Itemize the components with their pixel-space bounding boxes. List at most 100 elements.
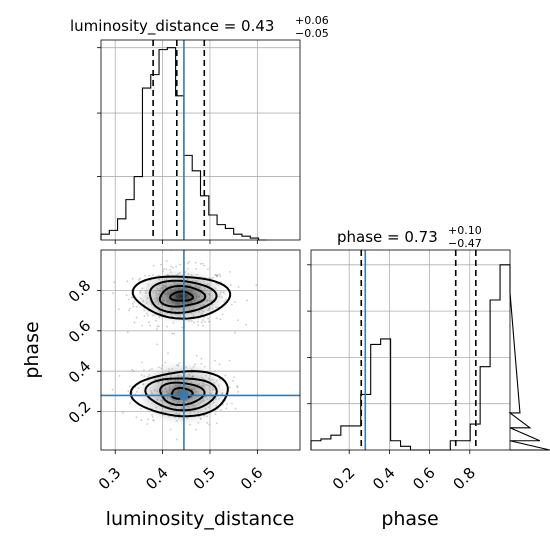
- sample-point: [121, 411, 124, 414]
- sample-point: [125, 294, 128, 297]
- sample-point: [221, 313, 224, 316]
- luminosity-distance-title-plus: +0.06: [295, 14, 329, 27]
- y-tick-label: 0.2: [65, 398, 95, 428]
- sample-point: [131, 368, 134, 371]
- sample-point: [202, 324, 204, 327]
- sample-point: [143, 369, 145, 371]
- sample-point: [156, 325, 159, 328]
- y-tick-label: 0.4: [65, 357, 95, 387]
- sample-point: [141, 361, 143, 364]
- sample-point: [181, 326, 184, 329]
- sample-point: [135, 316, 138, 319]
- sample-point: [207, 268, 209, 271]
- sample-point: [128, 309, 130, 312]
- sample-point: [127, 298, 130, 301]
- sample-point: [236, 385, 238, 388]
- phase-title-plus: +0.10: [448, 224, 482, 237]
- sample-point: [237, 286, 240, 288]
- sample-point: [187, 262, 189, 265]
- sample-point: [188, 260, 190, 263]
- sample-point: [237, 319, 239, 322]
- sample-point: [113, 281, 115, 284]
- sample-point: [208, 423, 211, 426]
- sample-point: [112, 292, 114, 294]
- sample-point: [167, 352, 169, 355]
- contour-line: [131, 275, 232, 320]
- sample-point: [224, 374, 227, 377]
- sample-point: [148, 321, 150, 324]
- sample-point: [234, 407, 237, 410]
- y-tick-label: 0.6: [65, 317, 95, 347]
- sample-point: [132, 370, 135, 372]
- sample-point: [233, 376, 236, 379]
- sample-point: [236, 386, 239, 389]
- x-tick-label: 0.6: [409, 464, 439, 494]
- sample-point: [166, 325, 169, 328]
- sample-point: [135, 416, 138, 419]
- sample-point: [156, 343, 159, 346]
- sample-point: [131, 277, 134, 280]
- y-tick-label: 0.8: [65, 276, 95, 306]
- x-axis-label-phase: phase: [381, 508, 438, 530]
- sample-point: [203, 264, 205, 267]
- x-tick-label: 0.4: [369, 464, 399, 494]
- joint-samples: [111, 250, 258, 441]
- sample-point: [229, 270, 231, 273]
- sample-point: [201, 262, 204, 265]
- sample-point: [218, 363, 221, 366]
- sample-point: [138, 278, 140, 281]
- x-tick-label: 0.2: [329, 464, 359, 494]
- sample-point: [129, 402, 132, 405]
- luminosity-distance-histogram: [97, 39, 301, 244]
- sample-point: [126, 280, 129, 283]
- sample-point: [230, 283, 232, 286]
- sample-point: [195, 354, 198, 357]
- sample-point: [141, 324, 144, 327]
- sample-point: [176, 438, 178, 441]
- sample-point: [194, 261, 197, 264]
- sample-point: [197, 324, 200, 326]
- sample-point: [228, 359, 231, 362]
- x-tick-label: 0.3: [95, 464, 125, 494]
- sample-point: [231, 402, 233, 405]
- y-axis-label-phase: phase: [21, 321, 43, 378]
- sample-point: [219, 275, 222, 278]
- sample-point: [169, 428, 172, 431]
- contour-line: [148, 279, 218, 314]
- contour-line: [158, 285, 207, 308]
- phase-title-minus: −0.47: [448, 237, 482, 250]
- sample-point: [132, 305, 135, 308]
- sample-point: [199, 262, 202, 265]
- density-fill: [131, 266, 232, 327]
- sample-point: [146, 423, 149, 425]
- sample-point: [200, 357, 203, 360]
- sample-point: [237, 390, 239, 393]
- panel-frame: [310, 249, 511, 451]
- sample-point: [140, 419, 143, 422]
- sample-point: [233, 331, 236, 334]
- contour-line: [129, 370, 229, 418]
- sample-point: [126, 331, 129, 334]
- sample-point: [171, 332, 174, 335]
- sample-point: [165, 260, 168, 263]
- sample-point: [170, 265, 172, 268]
- contour-line: [159, 381, 206, 406]
- phase-title: phase = 0.73: [337, 228, 438, 246]
- sample-point: [173, 332, 176, 335]
- sample-point: [195, 428, 197, 431]
- sample-point: [213, 359, 216, 362]
- sample-point: [157, 325, 160, 328]
- sample-point: [118, 375, 121, 377]
- contour-line: [144, 377, 218, 412]
- sample-point: [149, 324, 151, 327]
- sample-point: [219, 318, 222, 321]
- x-tick-label: 0.4: [142, 464, 172, 494]
- luminosity-distance-title: luminosity_distance = 0.43: [70, 17, 274, 36]
- joint-density-panel: 0.3 0.4 0.5 0.6 0.2 0.4 0.6 0.8: [65, 249, 301, 494]
- sample-point: [129, 307, 131, 310]
- sample-point: [232, 379, 234, 382]
- x-tick-label: 0.5: [190, 464, 220, 494]
- sample-point: [179, 263, 182, 266]
- sample-point: [246, 299, 249, 302]
